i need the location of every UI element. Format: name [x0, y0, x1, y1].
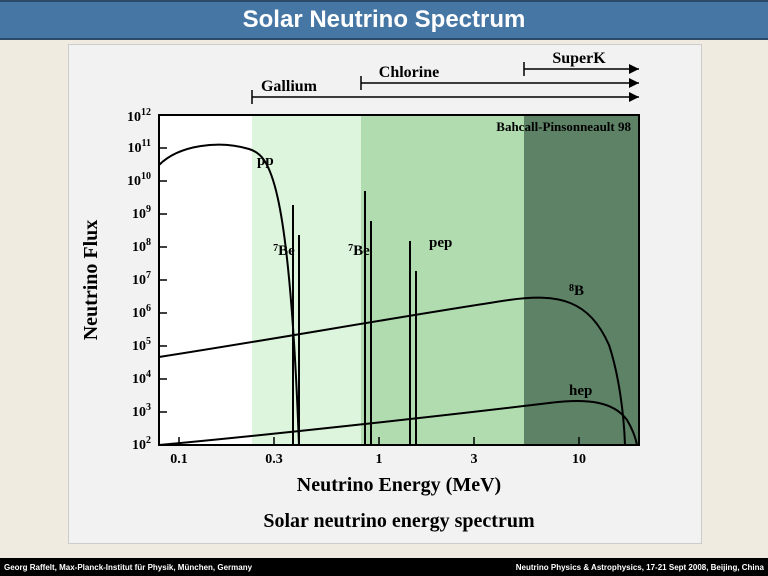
region-chlorine [361, 115, 524, 445]
xtick-3: 3 [471, 452, 478, 467]
ytick-3: 103 [132, 402, 151, 420]
ytick-8: 108 [132, 237, 151, 255]
ytick-12: 1012 [127, 107, 151, 125]
xtick-1: 0.3 [265, 452, 283, 467]
footer-left: Georg Raffelt, Max-Planck-Institut für P… [4, 563, 252, 572]
ytick-11: 1011 [128, 138, 151, 156]
slide-title: Solar Neutrino Spectrum [0, 0, 768, 40]
xtick-4: 10 [572, 452, 586, 467]
detector-chlorine-label: Chlorine [379, 64, 439, 81]
label-pep: pep [429, 235, 452, 251]
detector-gallium-label: Gallium [261, 78, 318, 95]
label-hep: hep [569, 383, 592, 399]
y-axis-label: Neutrino Flux [80, 220, 102, 341]
ytick-4: 104 [132, 369, 151, 387]
detector-bars: Gallium Chlorine SuperK [252, 50, 639, 104]
detector-superk-label: SuperK [552, 50, 606, 67]
ytick-2: 102 [132, 435, 151, 453]
label-pp: pp [257, 153, 274, 169]
xtick-2: 1 [376, 452, 383, 467]
ytick-7: 107 [132, 270, 151, 288]
slide-footer: Georg Raffelt, Max-Planck-Institut für P… [0, 558, 768, 576]
model-annotation: Bahcall-Pinsonneault 98 [496, 119, 631, 134]
x-axis-label: Neutrino Energy (MeV) [297, 474, 501, 496]
ytick-6: 106 [132, 303, 151, 321]
xtick-0: 0.1 [170, 452, 188, 467]
chart-bottom-title: Solar neutrino energy spectrum [263, 510, 535, 532]
spectrum-chart: 102 103 104 105 106 107 108 109 1010 101… [69, 45, 701, 543]
ytick-10: 1010 [127, 171, 151, 189]
chart-panel: 102 103 104 105 106 107 108 109 1010 101… [68, 44, 702, 544]
ytick-9: 109 [132, 204, 151, 222]
footer-right: Neutrino Physics & Astrophysics, 17-21 S… [516, 563, 764, 572]
ytick-5: 105 [132, 336, 151, 354]
